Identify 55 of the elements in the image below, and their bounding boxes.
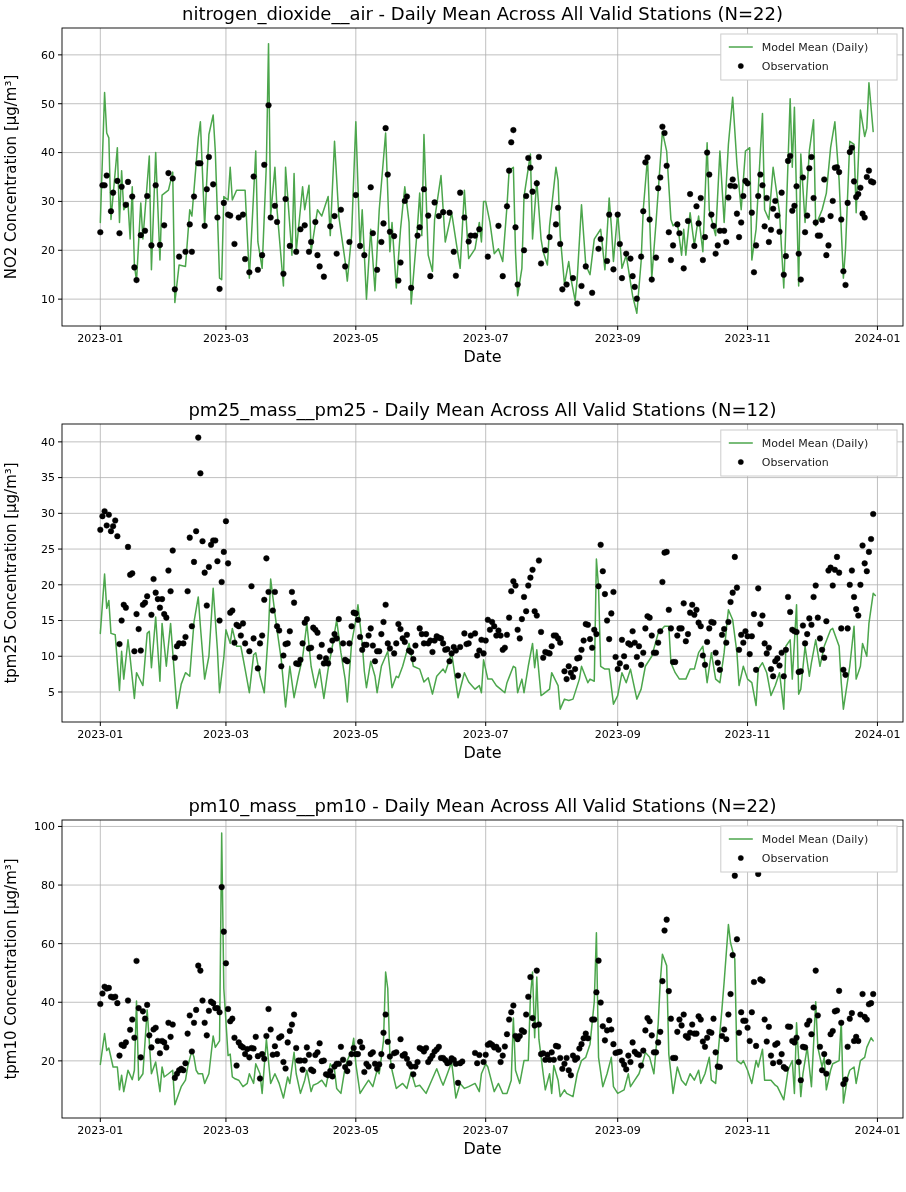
x-tick-label: 2023-11 (724, 332, 771, 345)
y-tick-label: 60 (41, 48, 55, 62)
y-tick-label: 20 (41, 578, 55, 592)
y-axis-title: NO2 Concentration [µg/m³] (2, 74, 20, 280)
x-axis-title: Date (463, 347, 502, 366)
x-tick-label: 2023-03 (202, 1124, 249, 1137)
x-tick-label: 2023-05 (332, 1124, 379, 1137)
legend-label: Model Mean (Daily) (761, 832, 869, 846)
x-tick-label: 2024-01 (854, 728, 901, 741)
x-tick-label: 2023-01 (77, 332, 124, 345)
legend-label: Observation (761, 455, 829, 469)
y-axis-title: tpm25 Concentration [µg/m³] (2, 462, 20, 684)
x-tick-label: 2024-01 (854, 332, 901, 345)
legend-label: Observation (761, 59, 829, 73)
y-tick-label: 20 (41, 1054, 55, 1068)
y-tick-label: 40 (41, 996, 55, 1010)
chart-title: nitrogen_dioxide__air - Daily Mean Across All Valid Stations (N=22) (182, 3, 783, 25)
y-tick-label: 35 (41, 471, 55, 485)
y-tick-label: 60 (41, 937, 55, 951)
x-axis-title: Date (463, 1139, 502, 1158)
x-tick-label: 2023-01 (77, 1124, 124, 1137)
y-tick-label: 25 (41, 542, 55, 556)
chart-title: pm25_mass__pm25 - Daily Mean Across All Valid Stations (N=12) (188, 399, 777, 421)
x-axis-title: Date (463, 743, 502, 762)
y-tick-label: 30 (41, 195, 55, 209)
y-tick-label: 40 (41, 435, 55, 449)
y-tick-label: 30 (41, 507, 55, 521)
x-tick-label: 2023-09 (594, 1124, 641, 1137)
legend-label: Model Mean (Daily) (761, 40, 869, 54)
x-tick-label: 2023-11 (724, 1124, 771, 1137)
x-tick-label: 2023-09 (594, 728, 641, 741)
y-tick-label: 15 (41, 614, 55, 628)
x-tick-label: 2023-11 (724, 728, 771, 741)
y-tick-label: 80 (41, 878, 55, 892)
y-tick-label: 10 (41, 650, 55, 664)
y-tick-label: 10 (41, 292, 55, 306)
y-tick-label: 50 (41, 97, 55, 111)
y-axis-title: tpm10 Concentration [µg/m³] (2, 858, 20, 1080)
legend-label: Model Mean (Daily) (761, 436, 869, 450)
x-tick-label: 2023-05 (332, 332, 379, 345)
x-tick-label: 2023-01 (77, 728, 124, 741)
y-tick-label: 5 (48, 685, 55, 699)
x-tick-label: 2023-03 (202, 728, 249, 741)
x-tick-label: 2023-05 (332, 728, 379, 741)
y-tick-label: 100 (34, 820, 55, 834)
x-tick-label: 2023-09 (594, 332, 641, 345)
y-tick-label: 20 (41, 244, 55, 258)
x-tick-label: 2023-07 (462, 1124, 509, 1137)
legend-label: Observation (761, 851, 829, 865)
x-tick-label: 2023-07 (462, 728, 509, 741)
x-tick-label: 2023-03 (202, 332, 249, 345)
x-tick-label: 2023-07 (462, 332, 509, 345)
y-tick-label: 40 (41, 146, 55, 160)
chart-title: pm10_mass__pm10 - Daily Mean Across All Valid Stations (N=22) (188, 795, 777, 817)
x-tick-label: 2024-01 (854, 1124, 901, 1137)
